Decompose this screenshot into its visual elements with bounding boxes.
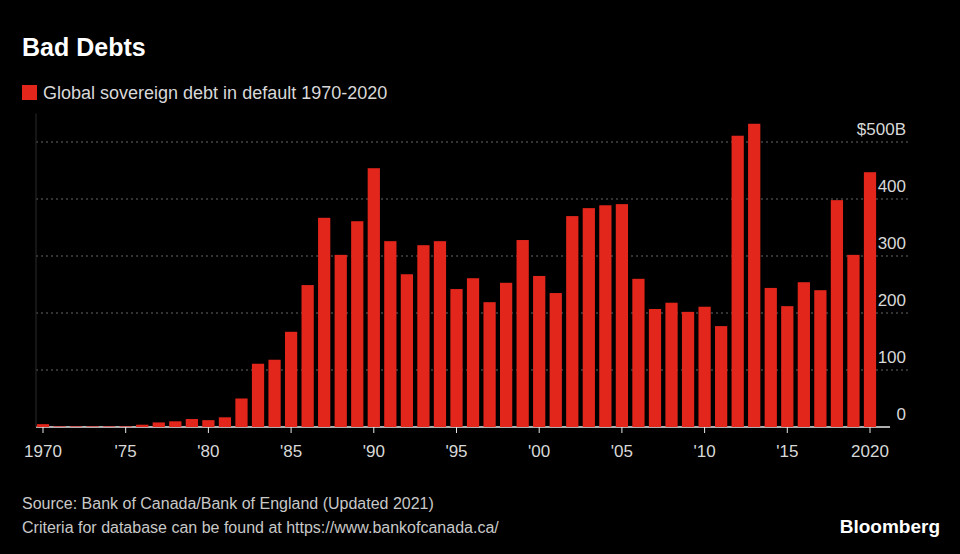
x-tick-label: '80 — [197, 442, 219, 461]
x-tick — [456, 427, 457, 433]
bar — [235, 399, 247, 428]
bar — [417, 245, 429, 427]
bar — [103, 426, 115, 427]
page: {"chart_data": { "type": "bar", "title":… — [0, 0, 960, 554]
bar — [186, 419, 198, 427]
x-tick-label: 1970 — [24, 442, 62, 461]
bars — [37, 124, 876, 427]
bar — [781, 306, 793, 427]
bar — [401, 274, 413, 427]
bar — [847, 255, 859, 427]
bar — [698, 307, 710, 427]
source-note: Criteria for database can be found at ht… — [22, 519, 499, 536]
x-tick-label: 2020 — [851, 442, 889, 461]
x-tick — [373, 427, 374, 433]
grid-line — [36, 199, 908, 200]
bar — [649, 309, 661, 427]
bar — [732, 136, 744, 427]
bar — [219, 417, 231, 427]
credit: Bloomberg — [840, 516, 940, 537]
bar — [87, 426, 99, 427]
x-tick — [208, 427, 209, 433]
bar — [434, 241, 446, 427]
y-tick-label: 0 — [897, 405, 906, 424]
bar — [153, 422, 165, 427]
y-tick-label: 400 — [878, 177, 906, 196]
bar — [715, 326, 727, 427]
source-note: Source: Bank of Canada/Bank of England (… — [22, 495, 434, 512]
bar — [252, 364, 264, 427]
bar — [599, 205, 611, 427]
y-tick-label: 100 — [878, 348, 906, 367]
x-tick — [787, 427, 788, 433]
bar — [368, 168, 380, 427]
bar — [814, 290, 826, 427]
x-tick-label: '05 — [611, 442, 633, 461]
bar — [120, 426, 132, 427]
title: Bad Debts — [22, 33, 146, 61]
bar — [533, 276, 545, 427]
x-tick — [291, 427, 292, 433]
bar — [70, 426, 82, 427]
bar — [665, 303, 677, 427]
y-tick-label: 200 — [878, 291, 906, 310]
bar — [765, 288, 777, 427]
x-tick-label: '00 — [528, 442, 550, 461]
bar — [798, 282, 810, 427]
bar — [517, 240, 529, 427]
y-tick-label: $500B — [857, 120, 906, 139]
legend-swatch — [22, 85, 37, 100]
bar — [583, 208, 595, 427]
bar — [483, 302, 495, 427]
bar — [550, 293, 562, 427]
bar — [285, 332, 297, 427]
bar — [302, 285, 314, 427]
bar — [831, 200, 843, 427]
bar — [748, 124, 760, 427]
bar — [37, 424, 49, 427]
x-tick — [704, 427, 705, 433]
grid-line — [36, 256, 908, 257]
grid — [36, 142, 908, 427]
background — [0, 0, 960, 554]
bar — [136, 425, 148, 427]
x-tick-label: '95 — [445, 442, 467, 461]
bar — [268, 360, 280, 427]
legend-label: Global sovereign debt in default 1970-20… — [43, 83, 387, 103]
y-axis-line — [36, 114, 37, 428]
y-tick-label: 300 — [878, 234, 906, 253]
bar — [616, 204, 628, 427]
grid-line — [36, 142, 908, 143]
bar — [53, 426, 65, 427]
chart: Bad Debts Global sovereign debt in defaul… — [0, 0, 960, 554]
bar — [335, 255, 347, 427]
x-tick-label: '90 — [363, 442, 385, 461]
bar — [450, 289, 462, 427]
x-tick — [43, 427, 44, 433]
bar — [351, 221, 363, 427]
bar — [682, 312, 694, 427]
x-tick-label: '10 — [694, 442, 716, 461]
bar — [467, 278, 479, 427]
bar — [318, 218, 330, 427]
x-tick-label: '15 — [776, 442, 798, 461]
bar — [566, 216, 578, 427]
x-tick — [125, 427, 126, 433]
bar — [384, 241, 396, 427]
x-tick — [621, 427, 622, 433]
x-tick — [870, 427, 871, 433]
x-tick-label: '85 — [280, 442, 302, 461]
bar — [169, 421, 181, 427]
bar — [864, 172, 876, 427]
x-tick-label: '75 — [115, 442, 137, 461]
bar — [500, 283, 512, 427]
x-tick — [539, 427, 540, 433]
bar — [632, 279, 644, 427]
bar — [202, 420, 214, 427]
